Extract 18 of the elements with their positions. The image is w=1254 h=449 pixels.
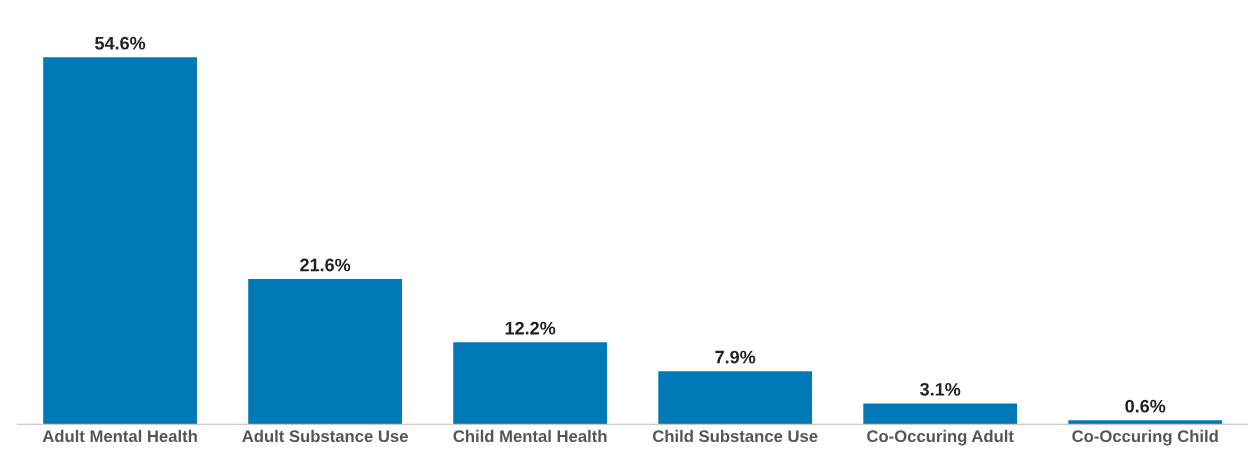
data-label: 12.2% [505, 321, 556, 335]
x-tick-label: Child Substance Use [652, 429, 818, 443]
x-tick-label: Child Mental Health [453, 429, 607, 443]
bar [248, 279, 402, 425]
bar [863, 403, 1018, 425]
data-label: 0.6% [1125, 399, 1166, 413]
x-tick-label: Adult Substance Use [242, 429, 408, 443]
bar [658, 371, 813, 425]
data-label: 54.6% [95, 36, 146, 50]
data-label: 21.6% [300, 258, 351, 272]
x-tick-label: Adult Mental Health [42, 429, 197, 443]
bar [43, 57, 197, 425]
data-label: 7.9% [715, 350, 756, 364]
x-tick-label: Co-Occuring Adult [867, 429, 1014, 446]
data-label: 3.1% [920, 382, 961, 396]
bar [453, 342, 608, 425]
x-tick-label: Co-Occuring Child [1072, 429, 1218, 446]
bar [1068, 420, 1223, 425]
